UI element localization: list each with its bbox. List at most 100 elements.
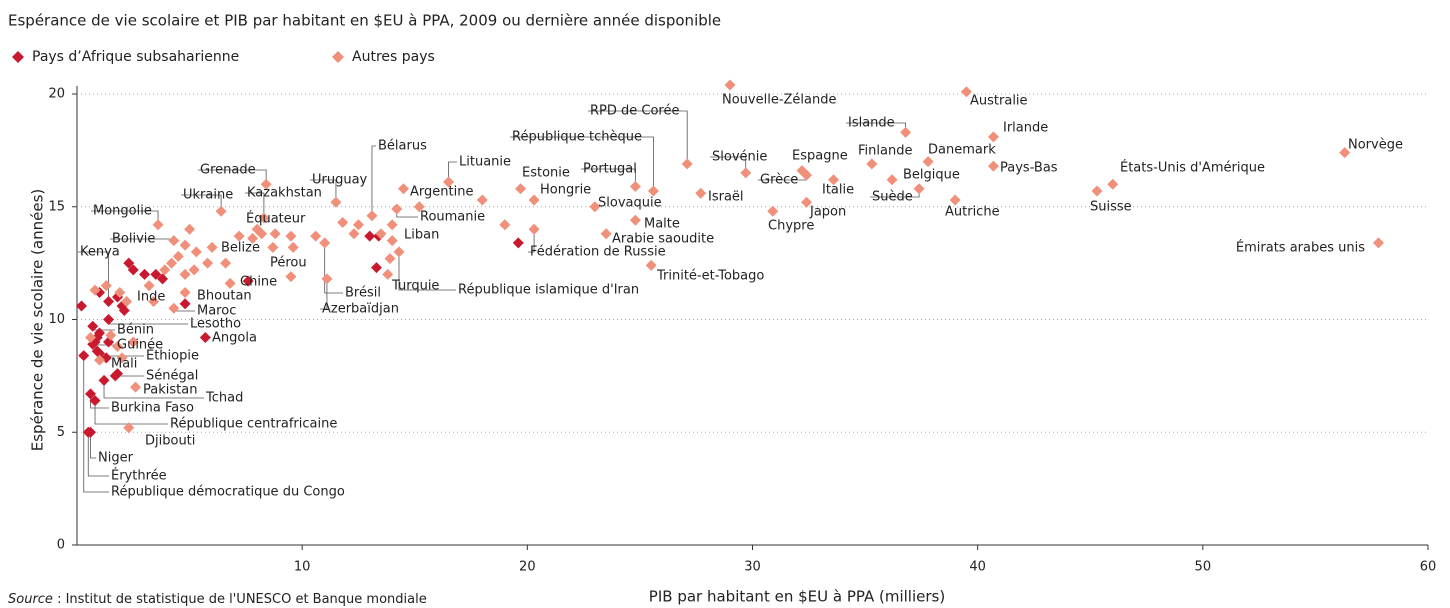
point <box>987 131 999 143</box>
point-label: Angola <box>212 331 257 346</box>
point <box>148 295 160 307</box>
leader-line <box>398 251 456 291</box>
point <box>94 347 106 359</box>
point <box>386 219 398 231</box>
point-label: Roumanie <box>420 210 485 225</box>
point-label: Fédération de Russie <box>530 245 666 260</box>
point <box>386 235 398 247</box>
point-label: Trinité-et-Tobago <box>656 269 764 284</box>
point <box>118 304 130 316</box>
point <box>78 350 90 362</box>
point-label: Lesotho <box>190 317 241 332</box>
y-tick-label: 15 <box>48 199 65 214</box>
point-label: Portugal <box>583 162 637 177</box>
point-label: Inde <box>137 290 165 305</box>
point-label: Djibouti <box>145 434 195 449</box>
point-label: Chine <box>240 275 277 290</box>
point-label: Brésil <box>345 286 381 301</box>
point <box>143 280 155 292</box>
point <box>310 230 322 242</box>
point-label: Italie <box>822 183 854 198</box>
point <box>681 158 693 170</box>
x-tick-label: 60 <box>1420 560 1437 575</box>
point <box>121 295 133 307</box>
x-tick-label: 50 <box>1195 560 1212 575</box>
grid: 0 5 10 15 20 10 20 30 40 50 60 <box>48 86 1436 575</box>
point <box>391 203 403 215</box>
point-label: Islande <box>848 116 895 131</box>
point <box>89 284 101 296</box>
point <box>397 183 409 195</box>
point-label: Pakistan <box>143 383 197 398</box>
point <box>109 370 121 382</box>
point <box>393 246 405 258</box>
point <box>85 388 97 400</box>
leader-line <box>94 400 168 425</box>
point <box>82 426 94 438</box>
point-label: Israël <box>708 190 744 205</box>
point-label: Uruguay <box>312 173 368 188</box>
point <box>382 268 394 280</box>
point <box>1372 237 1384 249</box>
point-label: Kazakhstan <box>247 186 322 201</box>
point <box>767 205 779 217</box>
point <box>116 352 128 364</box>
point <box>94 327 106 339</box>
point <box>269 228 281 240</box>
point-label: Argentine <box>410 185 473 200</box>
point-label: Slovaquie <box>598 196 662 211</box>
point <box>114 286 126 298</box>
point <box>866 158 878 170</box>
point-label: Niger <box>98 451 134 466</box>
point <box>233 230 245 242</box>
point-label: République islamique d'Iran <box>458 283 639 298</box>
chart-title: Espérance de vie scolaire et PIB par hab… <box>8 12 721 30</box>
legend-marker <box>12 51 24 63</box>
point <box>499 219 511 231</box>
point-label: Émirats arabes unis <box>1236 240 1365 256</box>
point <box>740 167 752 179</box>
point <box>103 295 115 307</box>
point <box>364 230 376 242</box>
point <box>159 264 171 276</box>
legend-label: Autres pays <box>352 49 435 65</box>
point <box>127 264 139 276</box>
point-label: Slovénie <box>712 150 767 165</box>
point <box>112 341 124 353</box>
point <box>220 257 232 269</box>
legend-marker <box>332 51 344 63</box>
point <box>645 259 657 271</box>
point <box>199 332 211 344</box>
point <box>172 250 184 262</box>
leader-line <box>103 380 204 399</box>
point-label: République tchèque <box>512 130 642 145</box>
point-label: Maroc <box>197 304 236 319</box>
point <box>123 422 135 434</box>
point <box>152 219 164 231</box>
point-label: Irlande <box>1003 121 1048 136</box>
point-label: Mali <box>111 357 137 372</box>
point <box>260 178 272 190</box>
point <box>589 201 601 213</box>
point <box>224 277 236 289</box>
leader-line <box>90 432 96 459</box>
point <box>443 176 455 188</box>
point <box>168 235 180 247</box>
point-label: Suisse <box>1090 200 1132 215</box>
point <box>366 210 378 222</box>
point <box>476 194 488 206</box>
point <box>184 223 196 235</box>
point <box>348 228 360 240</box>
x-tick-label: 20 <box>519 560 536 575</box>
point-label: Autriche <box>945 205 1000 220</box>
y-tick-label: 10 <box>48 312 65 327</box>
point-label: Malte <box>644 217 680 232</box>
leader-line <box>528 229 535 253</box>
x-tick-label: 30 <box>744 560 761 575</box>
point <box>828 174 840 186</box>
point <box>150 268 162 280</box>
point <box>724 79 736 91</box>
point-label: Finlande <box>858 144 912 159</box>
point-label: Belize <box>221 241 260 256</box>
